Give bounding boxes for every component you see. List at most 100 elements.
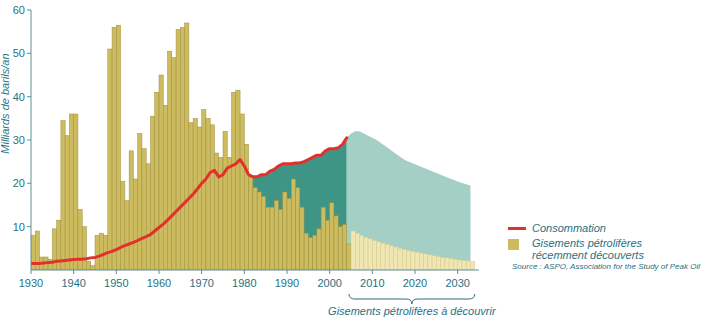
y-tick: [27, 96, 31, 97]
bar: [121, 181, 125, 270]
legend-label: Consommation: [532, 222, 668, 234]
bar: [300, 207, 304, 270]
y-tick-label: 10: [13, 221, 25, 233]
x-tick-label: 2030: [445, 277, 469, 289]
bar: [232, 92, 236, 270]
bar: [377, 242, 381, 270]
bar: [125, 201, 129, 270]
bar: [146, 164, 150, 270]
legend-key: [508, 239, 519, 250]
bar: [91, 266, 95, 270]
y-tick-label: 30: [13, 134, 25, 146]
x-tick-label: 1950: [104, 277, 128, 289]
bar: [244, 144, 248, 270]
bar: [381, 243, 385, 270]
y-tick: [27, 10, 31, 11]
bar: [197, 127, 201, 270]
bar: [458, 260, 462, 270]
bar: [172, 58, 176, 270]
bar: [372, 241, 376, 270]
bar: [330, 203, 334, 270]
bar: [185, 23, 189, 270]
bar: [142, 149, 146, 270]
bar: [202, 110, 206, 270]
bar: [249, 177, 253, 270]
bar: [278, 209, 282, 270]
bar: [86, 261, 90, 270]
x-tick: [159, 270, 160, 274]
legend-key: [508, 227, 526, 230]
bar: [449, 259, 453, 270]
bar: [453, 259, 457, 270]
bar: [210, 125, 214, 270]
x-tick-label: 2010: [360, 277, 384, 289]
plot-area: [31, 23, 475, 270]
bar: [466, 261, 470, 270]
bar: [462, 260, 466, 270]
bar: [116, 25, 120, 270]
bar: [180, 27, 184, 270]
bar: [61, 121, 65, 271]
bar: [253, 188, 257, 270]
bar: [436, 257, 440, 270]
y-axis-label: Milliards de barils/an: [0, 53, 11, 153]
x-tick: [73, 270, 74, 274]
x-tick-label: 1940: [61, 277, 85, 289]
bar: [445, 258, 449, 270]
bar: [223, 131, 227, 270]
source: Source : ASPO, Association for the Study…: [512, 262, 700, 271]
bar: [432, 256, 436, 270]
y-tick: [27, 226, 31, 227]
bar: [163, 105, 167, 270]
bar: [112, 27, 116, 270]
bar: [415, 252, 419, 270]
y-tick: [27, 53, 31, 54]
bar: [274, 201, 278, 270]
x-tick-label: 2020: [403, 277, 427, 289]
bar: [168, 51, 172, 270]
x-axis-label: Gisements pétrolifères à découvrir: [328, 305, 497, 317]
bar: [406, 251, 410, 271]
bar: [441, 257, 445, 270]
bar: [240, 114, 244, 270]
bar: [133, 179, 137, 270]
bar: [270, 207, 274, 270]
bar: [287, 199, 291, 271]
x-tick-label: 1960: [147, 277, 171, 289]
bar: [338, 227, 342, 270]
y-tick: [27, 183, 31, 184]
y-tick-label: 20: [13, 177, 25, 189]
bar: [308, 238, 312, 271]
bar: [150, 116, 154, 270]
bar: [266, 207, 270, 270]
bar: [342, 225, 346, 271]
bar: [236, 90, 240, 270]
bar: [99, 233, 103, 270]
y-tick-label: 50: [13, 47, 25, 59]
x-tick: [201, 270, 202, 274]
x-tick: [415, 270, 416, 274]
x-tick: [457, 270, 458, 274]
bar: [155, 92, 159, 270]
bar: [317, 229, 321, 270]
legend-entry: Consommation: [508, 222, 668, 234]
legend-entry: Gisements pétrolifères récemment découve…: [508, 237, 668, 261]
bar-series: [31, 23, 351, 270]
bar: [428, 255, 432, 270]
bar: [78, 209, 82, 270]
bar: [360, 235, 364, 270]
bar: [411, 251, 415, 270]
y-tick-label: 60: [13, 4, 25, 16]
bar: [385, 244, 389, 270]
x-tick: [31, 270, 32, 274]
x-tick: [244, 270, 245, 274]
bar: [283, 192, 287, 270]
bar: [351, 231, 355, 270]
bar: [82, 227, 86, 270]
legend: Consommation Gisements pétrolifères récem…: [508, 222, 668, 264]
x-tick: [287, 270, 288, 274]
bar: [296, 188, 300, 270]
bar: [52, 229, 56, 270]
x-tick: [329, 270, 330, 274]
bar: [402, 249, 406, 270]
